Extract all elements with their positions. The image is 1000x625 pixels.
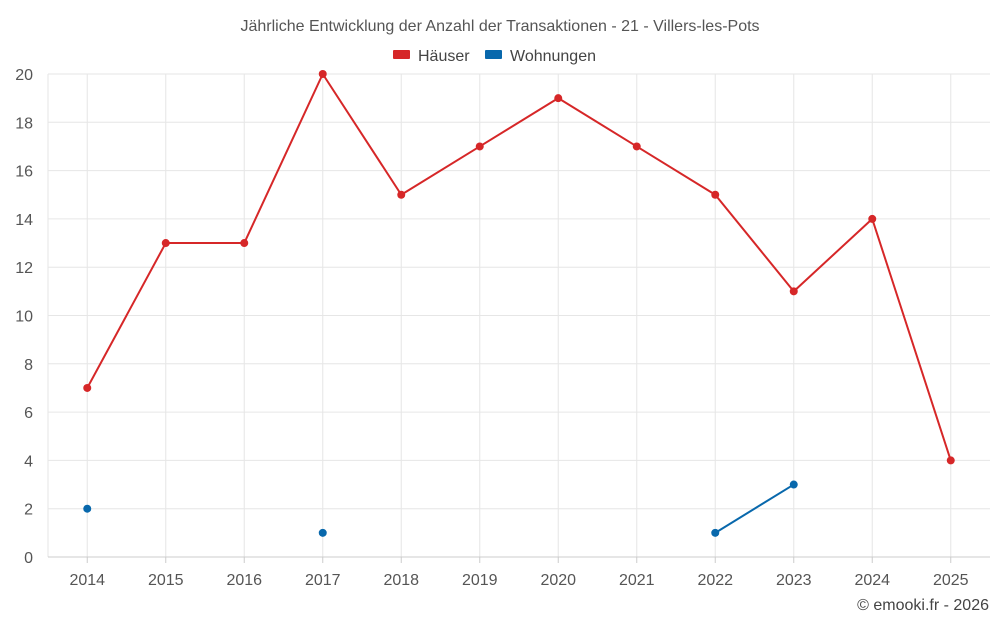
x-tick-label: 2019	[462, 572, 498, 589]
series-line-segment-haeuser	[478, 97, 560, 148]
legend-label-haeuser: Häuser	[418, 48, 470, 65]
y-tick-label: 0	[24, 550, 33, 567]
series-haeuser	[83, 70, 955, 465]
series-line-segment-haeuser	[792, 217, 874, 293]
y-tick-label: 20	[15, 67, 33, 84]
y-tick-label: 14	[15, 212, 33, 229]
x-tick-label: 2020	[540, 572, 576, 589]
series-wohnungen	[83, 480, 798, 537]
data-point-haeuser[interactable]	[554, 94, 563, 103]
credit-text: © emooki.fr - 2026	[857, 597, 989, 614]
x-tick-label: 2014	[69, 572, 105, 589]
data-point-haeuser[interactable]	[318, 70, 327, 78]
data-point-wohnungen[interactable]	[318, 528, 327, 537]
axes: 0 2 4 6 8 10 12 14 16 18 20 2014 2015 2016 2017 2018 201…	[15, 67, 990, 589]
plot-area	[83, 70, 955, 537]
data-point-haeuser[interactable]	[868, 214, 877, 223]
legend-item-wohnungen[interactable]: Wohnungen	[485, 48, 596, 65]
y-tick-label: 6	[24, 405, 33, 422]
grid	[47, 73, 990, 557]
legend-swatch-haeuser	[393, 50, 410, 59]
y-tick-label: 2	[24, 502, 33, 519]
series-line-segment-wohnungen	[714, 483, 795, 534]
data-point-wohnungen[interactable]	[83, 504, 92, 513]
data-point-haeuser[interactable]	[711, 190, 720, 199]
series-line-segment-haeuser	[557, 97, 638, 148]
x-tick-label: 2025	[933, 572, 969, 589]
series-line-segment-haeuser	[635, 145, 717, 196]
y-tick-label: 16	[15, 164, 33, 181]
x-tick-label: 2018	[383, 572, 419, 589]
x-tick-label: 2017	[305, 572, 341, 589]
x-tick-label: 2021	[619, 572, 655, 589]
legend-swatch-wohnungen	[485, 50, 502, 59]
legend-label-wohnungen: Wohnungen	[510, 48, 596, 65]
series-line-segment-haeuser	[86, 242, 167, 389]
legend: Häuser Wohnungen	[393, 48, 596, 65]
data-point-haeuser[interactable]	[632, 142, 641, 151]
data-point-wohnungen[interactable]	[789, 480, 798, 489]
data-point-haeuser[interactable]	[946, 456, 955, 465]
data-point-haeuser[interactable]	[161, 239, 170, 248]
y-tick-label: 4	[24, 453, 33, 470]
x-tick-label: 2016	[226, 572, 262, 589]
legend-item-haeuser[interactable]: Häuser	[393, 48, 470, 65]
data-point-haeuser[interactable]	[789, 287, 798, 296]
series-line-segment-haeuser	[871, 217, 952, 462]
y-tick-label: 8	[24, 357, 33, 374]
data-point-haeuser[interactable]	[240, 239, 249, 248]
series-line-segment-haeuser	[243, 73, 324, 245]
data-point-haeuser[interactable]	[475, 142, 484, 151]
y-tick-label: 18	[15, 115, 33, 132]
y-tick-label: 10	[15, 309, 33, 326]
x-tick-label: 2023	[776, 572, 812, 589]
x-tick-label: 2015	[148, 572, 184, 589]
y-tick-label: 12	[15, 260, 33, 277]
series-line-segment-haeuser	[714, 193, 795, 293]
data-point-haeuser[interactable]	[397, 190, 406, 199]
data-point-haeuser[interactable]	[83, 383, 92, 392]
data-point-wohnungen[interactable]	[711, 528, 720, 537]
x-tick-label: 2022	[697, 572, 733, 589]
series-line-segment-haeuser	[321, 73, 403, 196]
x-tick-label: 2024	[854, 572, 890, 589]
series-line-segment-haeuser	[400, 145, 481, 196]
chart-title: Jährliche Entwicklung der Anzahl der Tra…	[240, 18, 759, 35]
